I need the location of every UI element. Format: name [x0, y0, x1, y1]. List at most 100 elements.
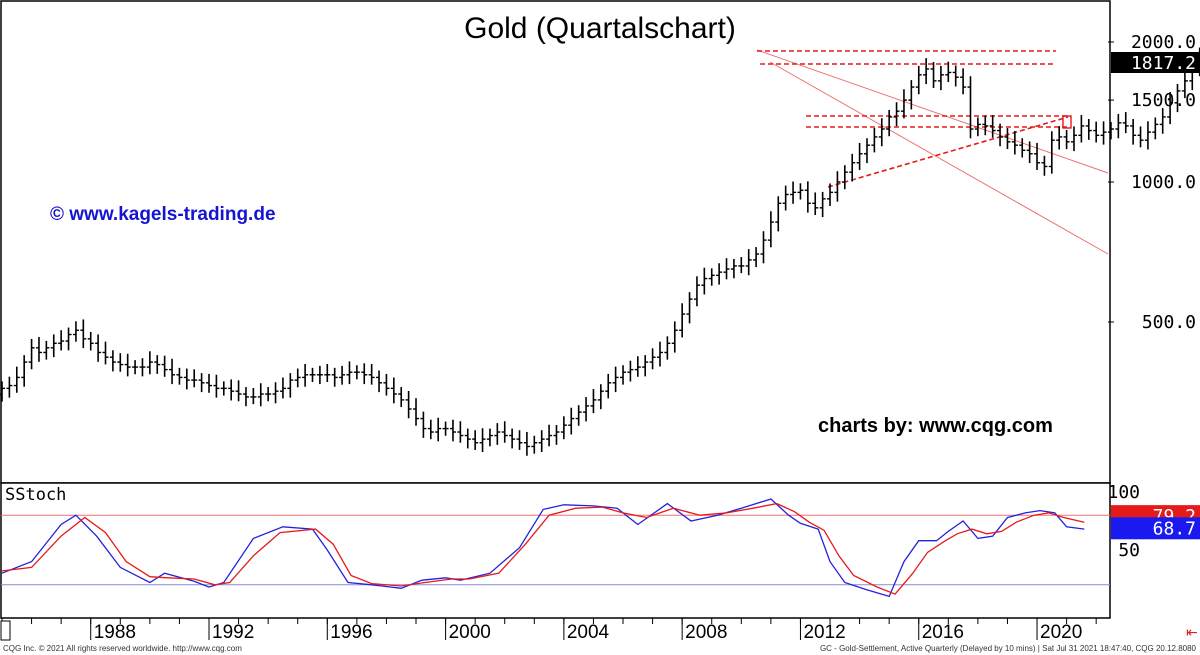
price-bar	[804, 181, 811, 213]
price-bar	[878, 118, 885, 147]
price-bar	[590, 389, 597, 414]
price-bar	[191, 369, 198, 388]
price-bar	[849, 153, 856, 182]
price-bar	[161, 355, 168, 377]
trend-drawings	[756, 49, 1109, 255]
price-bar	[279, 377, 286, 399]
price-bar	[206, 373, 213, 393]
indicator-y-labels: 100 50	[1107, 482, 1140, 561]
x-axis-label: 1988	[94, 622, 136, 643]
scroll-right-arrow-icon[interactable]: ⇤	[1186, 625, 1198, 641]
price-bar	[915, 65, 922, 95]
price-bar	[575, 405, 582, 426]
price-bar	[331, 367, 338, 387]
price-bar	[827, 183, 834, 207]
price-bar	[413, 398, 420, 426]
x-axis-label: 1996	[330, 622, 372, 643]
price-bar	[494, 423, 501, 445]
price-bar	[538, 430, 545, 453]
chart-title: Gold (Quartalschart)	[464, 12, 736, 45]
indicator-value-labels: 79.268.7	[1111, 505, 1200, 540]
x-axis-label: 2020	[1040, 622, 1082, 643]
price-bar	[0, 381, 5, 402]
price-bar	[250, 388, 257, 405]
price-bar	[856, 142, 863, 170]
price-bar	[531, 435, 538, 454]
price-bar	[960, 68, 967, 95]
stoch-line	[1, 498, 1085, 598]
price-bar	[309, 367, 316, 382]
x-axis-label: 2016	[922, 622, 964, 643]
price-bar	[169, 358, 176, 385]
price-bar	[523, 431, 530, 456]
price-bar	[449, 419, 456, 442]
price-bar	[620, 365, 627, 385]
channel-line-lower	[769, 61, 1109, 255]
price-bar	[383, 373, 390, 396]
x-axis-label: 2004	[567, 622, 610, 643]
price-bar	[863, 138, 870, 164]
price-bar	[1041, 155, 1048, 176]
price-bar	[213, 374, 220, 398]
y-axis-label: 1500.0	[1131, 90, 1196, 111]
price-bar	[28, 338, 35, 370]
price-bar	[35, 337, 42, 362]
price-bar	[701, 267, 708, 295]
price-bar	[841, 165, 848, 190]
price-bar	[693, 276, 700, 307]
price-bar	[265, 387, 272, 402]
price-bar	[716, 263, 723, 285]
price-bar	[1181, 71, 1188, 99]
price-bar	[546, 424, 553, 447]
scroll-left-box[interactable]	[0, 620, 11, 641]
price-bar	[819, 191, 826, 218]
price-bar	[605, 373, 612, 399]
price-bar	[353, 365, 360, 380]
price-bar	[257, 383, 264, 407]
price-bar	[1019, 138, 1026, 158]
price-bar	[6, 376, 13, 398]
price-bar	[80, 319, 87, 349]
price-bar	[656, 341, 663, 367]
price-bar	[997, 123, 1004, 147]
indicator-y-label: 100	[1107, 482, 1140, 503]
price-bar	[294, 368, 301, 388]
price-bar	[228, 379, 235, 401]
price-bar	[368, 363, 375, 385]
price-bar	[146, 351, 153, 375]
price-bar	[1130, 118, 1137, 145]
price-bar	[198, 373, 205, 393]
price-bar	[442, 421, 449, 436]
zone-box	[1062, 115, 1072, 129]
price-bar	[1174, 83, 1181, 113]
price-bar	[479, 428, 486, 453]
price-bar	[501, 421, 508, 443]
price-bar	[982, 115, 989, 136]
price-bar	[457, 421, 464, 443]
price-bar	[1011, 131, 1018, 155]
price-bar	[834, 171, 841, 202]
price-bar	[1048, 131, 1055, 174]
price-bar	[21, 355, 28, 387]
price-bar	[812, 192, 819, 216]
price-bar	[679, 303, 686, 338]
price-bar	[346, 361, 353, 385]
price-bar	[324, 363, 331, 382]
price-bar	[738, 257, 745, 274]
last-price-box	[1111, 52, 1200, 73]
price-bar	[272, 382, 279, 404]
watermark-kagels: © www.kagels-trading.de	[50, 204, 276, 225]
price-bar	[242, 387, 249, 407]
price-bar	[405, 391, 412, 419]
price-bar	[316, 365, 323, 385]
x-axis-label: 2012	[803, 622, 845, 643]
price-bar	[95, 334, 102, 362]
price-bar	[464, 428, 471, 449]
price-bar	[1122, 112, 1129, 134]
price-bar	[930, 62, 937, 89]
price-bar	[420, 411, 427, 438]
price-bar	[102, 341, 109, 365]
support-trendline	[827, 116, 1069, 188]
price-bar	[1026, 141, 1033, 164]
